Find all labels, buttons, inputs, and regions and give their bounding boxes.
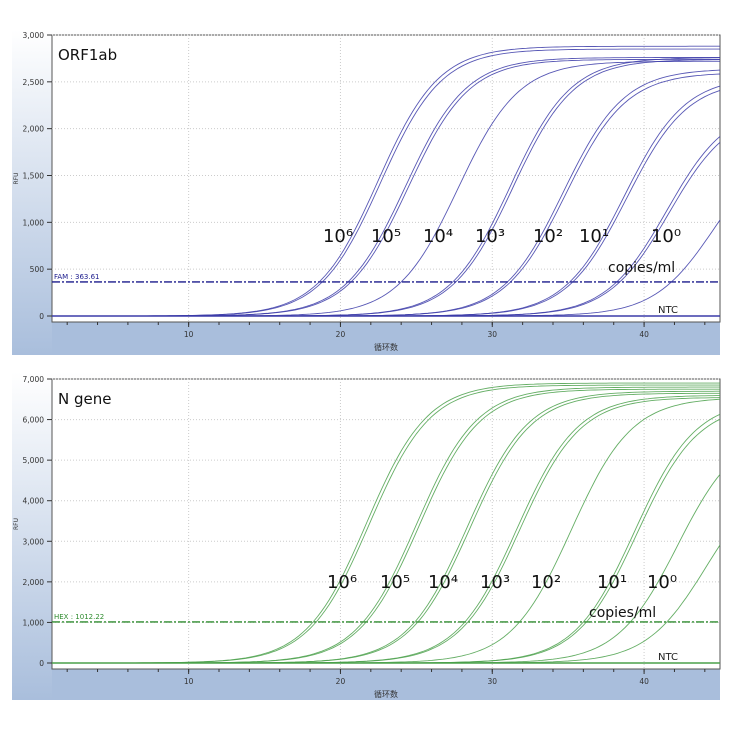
chart-panel-1: 0 1,000 2,000 3,000 4,000 5,000 6,000 7,000 10 20… [12, 372, 721, 700]
y-tick-label: 4,000 [23, 497, 45, 506]
concentration-label: 10⁴ [423, 226, 453, 247]
y-tick-label: 2,000 [23, 125, 45, 134]
chart-panel-0: 0 500 1,000 1,500 2,000 2,500 3,000 10 20 30 40 循环数… [12, 30, 721, 355]
x-tick-label: 20 [336, 330, 346, 339]
y-tick-label: 2,000 [23, 578, 45, 587]
concentration-label: 10³ [480, 572, 510, 593]
unit-label: copies/ml [589, 605, 656, 621]
x-axis-band [52, 322, 720, 355]
y-tick-label: 7,000 [23, 375, 45, 384]
ntc-label: NTC [658, 305, 678, 316]
y-axis-label: RFU [13, 172, 20, 184]
concentration-label: 10² [531, 572, 561, 593]
concentration-label: 10¹ [579, 226, 609, 247]
concentration-label: 10⁵ [371, 226, 401, 247]
x-tick-label: 30 [487, 330, 497, 339]
y-tick-label: 6,000 [23, 416, 45, 425]
y-tick-label: 0 [39, 312, 44, 321]
concentration-label: 10⁵ [380, 572, 410, 593]
y-tick-label: 3,000 [23, 537, 45, 546]
x-tick-label: 30 [487, 677, 497, 686]
concentration-label: 10¹ [597, 572, 627, 593]
x-axis-label: 循环数 [374, 342, 398, 352]
threshold-label: FAM : 363.61 [54, 273, 100, 281]
y-tick-label: 1,500 [23, 172, 45, 181]
x-axis-label: 循环数 [374, 689, 398, 699]
concentration-label: 10⁶ [323, 226, 353, 247]
concentration-label: 10² [533, 226, 563, 247]
y-tick-label: 500 [30, 265, 45, 274]
threshold-label: HEX : 1012.22 [54, 613, 104, 621]
y-tick-label: 3,000 [23, 31, 45, 40]
x-tick-label: 40 [639, 677, 649, 686]
y-tick-label: 1,000 [23, 618, 45, 627]
concentration-label: 10⁴ [428, 572, 458, 593]
x-tick-label: 10 [184, 677, 194, 686]
x-tick-label: 10 [184, 330, 194, 339]
concentration-label: 10⁰ [651, 226, 681, 247]
x-axis-band [52, 669, 720, 700]
y-tick-label: 1,000 [23, 218, 45, 227]
x-tick-label: 20 [336, 677, 346, 686]
plot-area [51, 378, 721, 670]
x-tick-label: 40 [639, 330, 649, 339]
y-tick-label: 0 [39, 659, 44, 668]
concentration-label: 10⁶ [327, 572, 357, 593]
concentration-label: 10⁰ [647, 572, 677, 593]
y-tick-label: 5,000 [23, 456, 45, 465]
plot-area [51, 34, 721, 323]
chart-title: ORF1ab [58, 46, 117, 64]
chart-title: N gene [58, 390, 111, 408]
unit-label: copies/ml [608, 260, 675, 276]
y-axis-label: RFU [13, 518, 20, 530]
concentration-label: 10³ [475, 226, 505, 247]
y-tick-label: 2,500 [23, 78, 45, 87]
ntc-label: NTC [658, 652, 678, 663]
